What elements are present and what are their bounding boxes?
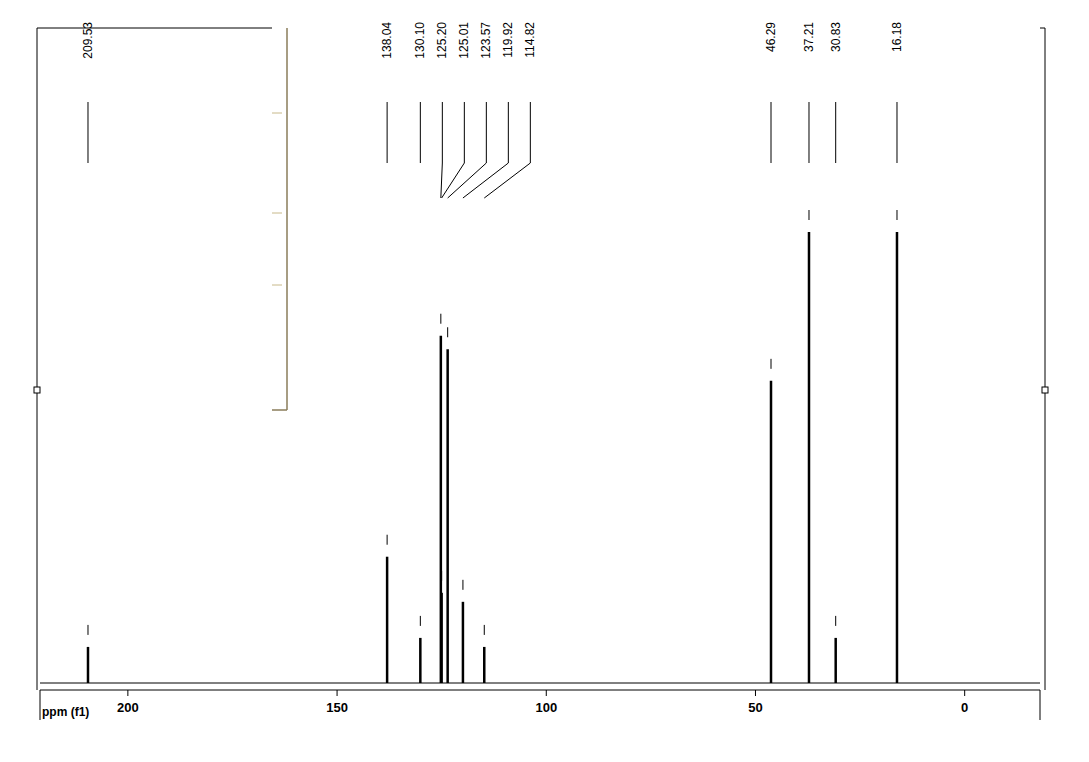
peak <box>87 647 90 683</box>
peak-label: 119.92 <box>501 22 515 58</box>
peak-cap <box>896 210 897 220</box>
x-axis-label: ppm (f1) <box>42 705 89 719</box>
peak <box>770 381 773 683</box>
intensity-bracket <box>272 409 287 411</box>
peak <box>896 232 899 683</box>
peak <box>386 557 389 683</box>
peak-cap <box>440 314 441 324</box>
peaks <box>88 210 897 683</box>
peak-label: 46.29 <box>764 22 778 52</box>
peak <box>834 638 837 683</box>
peak-label: 114.82 <box>523 22 537 58</box>
peak-labels: 209.53 138.04 130.10 125.20 125.01 123.57 119.… <box>81 22 904 198</box>
x-tick <box>127 690 128 696</box>
peak-label: 130.10 <box>413 22 427 59</box>
frame <box>1045 28 1046 690</box>
x-tick <box>546 690 547 696</box>
peak-leader <box>441 102 442 198</box>
peak-cap <box>87 625 88 635</box>
x-tick <box>337 690 338 696</box>
peak-leader <box>387 102 388 163</box>
x-axis-end <box>40 690 41 720</box>
x-tick-label: 100 <box>535 700 557 715</box>
x-tick <box>755 690 756 696</box>
x-axis <box>40 690 1040 691</box>
peak-label: 138.04 <box>380 22 394 59</box>
peak-cap <box>441 571 442 581</box>
peak-leader <box>808 102 809 163</box>
peak-label: 16.18 <box>890 22 904 52</box>
x-tick-label: 150 <box>326 700 348 715</box>
peak <box>419 638 422 683</box>
peak-leader <box>896 102 897 163</box>
handle <box>34 387 40 393</box>
peak <box>440 336 443 683</box>
peak-cap <box>835 616 836 626</box>
intensity-tick <box>272 213 282 214</box>
peak-leader <box>463 102 508 198</box>
chart: 209.53 138.04 130.10 125.20 125.01 123.57 119.… <box>0 0 1089 762</box>
intensity-bracket <box>286 28 288 410</box>
peak-label: 125.01 <box>457 22 471 59</box>
peak-leader <box>771 102 772 163</box>
peak-label: 30.83 <box>829 22 843 52</box>
peak <box>808 232 811 683</box>
handle <box>1042 387 1048 393</box>
peak-cap <box>462 580 463 590</box>
peak <box>483 647 486 683</box>
x-tick-label: 0 <box>961 700 968 715</box>
peak-label: 37.21 <box>802 22 816 52</box>
intensity-tick <box>272 285 282 286</box>
frame <box>37 28 38 690</box>
frame <box>1040 28 1045 29</box>
peak-label: 123.57 <box>479 22 493 59</box>
peak-cap <box>387 535 388 545</box>
baseline <box>40 683 1040 684</box>
x-tick-label: 200 <box>117 700 139 715</box>
peak-cap <box>420 616 421 626</box>
peak <box>462 602 465 683</box>
x-tick <box>964 690 965 696</box>
x-tick-label: 50 <box>748 700 762 715</box>
x-axis-end <box>1040 690 1041 720</box>
peak-label: 209.53 <box>81 22 95 59</box>
frame <box>37 28 272 29</box>
peak-leader <box>420 102 421 163</box>
peak-leader <box>442 102 465 198</box>
peak-cap <box>484 625 485 635</box>
peak-leader <box>448 102 487 198</box>
peak-leader <box>484 102 530 198</box>
peak-label: 125.20 <box>435 22 449 59</box>
peak-leader <box>87 102 88 163</box>
peak-leader <box>835 102 836 163</box>
peak-cap <box>771 359 772 369</box>
peak-cap <box>808 210 809 220</box>
peak <box>440 593 443 683</box>
peak-cap <box>447 327 448 337</box>
intensity-tick <box>272 113 282 114</box>
peak <box>446 349 449 683</box>
